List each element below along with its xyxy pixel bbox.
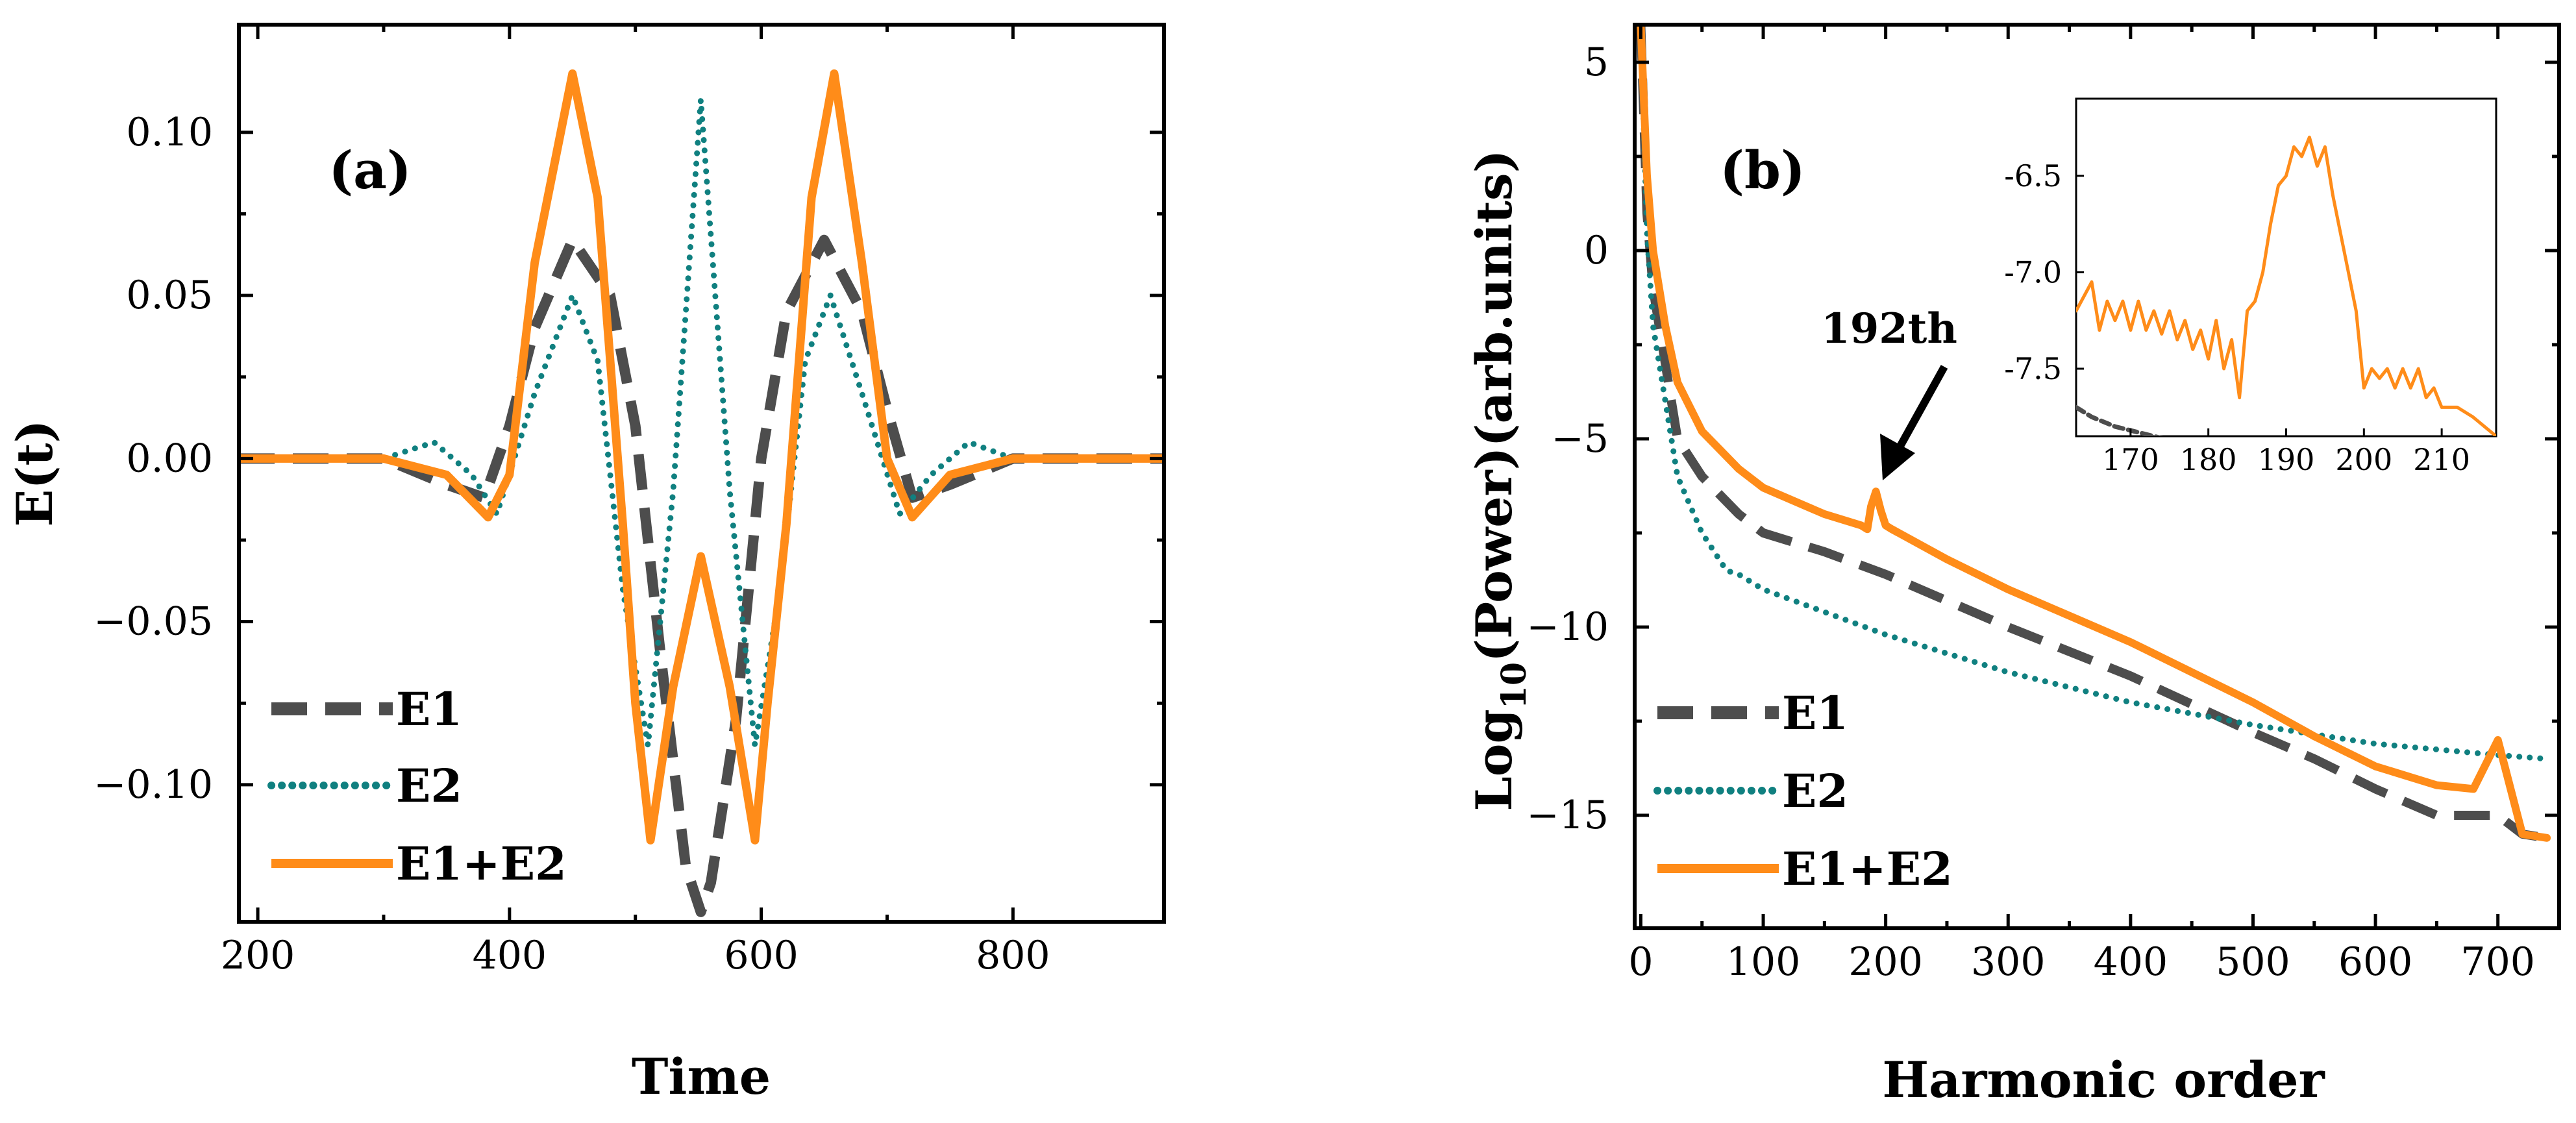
legend-label-e1e2: E1+E2 bbox=[396, 837, 567, 891]
panel-b-label: (b) bbox=[1720, 140, 1805, 201]
y-tick-label: −15 bbox=[1526, 793, 1609, 838]
panel-a-legend: E1 E2 E1+E2 bbox=[267, 682, 567, 891]
x-tick-label: 0 bbox=[1628, 939, 1653, 985]
inset-axes: 170 180 190 200 210 -6.5 -7.0 -7.5 bbox=[2004, 158, 2470, 477]
x-tick-label: 180 bbox=[2180, 442, 2237, 477]
series-line-e1pluse2 bbox=[239, 69, 1164, 845]
y-tick-label: -6.5 bbox=[2004, 158, 2062, 193]
panel-a-label: (a) bbox=[328, 140, 412, 201]
series-line-e1 bbox=[2076, 404, 2163, 436]
legend-label-e1: E1 bbox=[396, 682, 462, 736]
annotation-arrow-head bbox=[1880, 434, 1915, 480]
y-tick-label: −0.10 bbox=[93, 762, 213, 808]
x-tick-label: 500 bbox=[2216, 939, 2290, 985]
x-tick-label: 200 bbox=[1848, 939, 1923, 985]
legend-label-e1: E1 bbox=[1782, 686, 1848, 740]
panel-a-ylabel: E(t) bbox=[6, 420, 64, 527]
x-tick-label: 300 bbox=[1971, 939, 2046, 985]
y-tick-label: −0.05 bbox=[93, 599, 213, 645]
series-line-e1 bbox=[1636, 25, 2548, 843]
panel-a-frame bbox=[237, 23, 1166, 924]
x-tick-label: 210 bbox=[2413, 442, 2470, 477]
x-tick-label: 800 bbox=[976, 933, 1050, 978]
y-tick-label: 0.10 bbox=[126, 110, 213, 155]
panel-b-ylabel: Log10(Power)(arb.units) bbox=[1465, 149, 1534, 811]
panel-b-axes: 0 100 200 300 400 500 600 700 5 0 −5 −10 −15 bbox=[1526, 25, 2559, 985]
panel-a: 200 400 600 800 −0.10 −0.05 0.00 0.05 0.10 (a) T… bbox=[6, 23, 1166, 1105]
y-tick-label: 0.00 bbox=[126, 436, 213, 481]
annotation-192th: 192th bbox=[1821, 304, 1957, 353]
y-tick-label: 5 bbox=[1584, 40, 1609, 85]
panel-b-legend: E1 E2 E1+E2 bbox=[1653, 686, 1953, 896]
panel-a-series-group bbox=[239, 69, 1164, 917]
x-tick-label: 190 bbox=[2258, 442, 2315, 477]
legend-label-e2: E2 bbox=[1782, 764, 1848, 818]
x-tick-label: 700 bbox=[2460, 939, 2535, 985]
panel-b-ylabel-rest: (Power)(arb.units) bbox=[1465, 149, 1523, 662]
panel-b-inset: 170 180 190 200 210 -6.5 -7.0 -7.5 bbox=[2004, 97, 2497, 477]
panel-b-ylabel-main: Log bbox=[1465, 709, 1523, 811]
panel-a-xlabel: Time bbox=[632, 1048, 771, 1105]
series-line-e2 bbox=[239, 97, 1164, 749]
inset-series-group bbox=[2076, 135, 2496, 436]
legend-label-e2: E2 bbox=[396, 759, 462, 813]
x-tick-label: 200 bbox=[2335, 442, 2392, 477]
panel-a-axes: 200 400 600 800 −0.10 −0.05 0.00 0.05 0.10 bbox=[93, 25, 1164, 978]
y-tick-label: −5 bbox=[1552, 416, 1609, 462]
legend-label-e1e2: E1+E2 bbox=[1782, 842, 1953, 896]
panel-b-xlabel: Harmonic order bbox=[1882, 1051, 2325, 1109]
panel-b-frame bbox=[1633, 23, 2561, 930]
x-tick-label: 100 bbox=[1726, 939, 1801, 985]
y-tick-label: 0.05 bbox=[126, 273, 213, 318]
y-tick-label: -7.0 bbox=[2004, 254, 2062, 290]
x-tick-label: 600 bbox=[724, 933, 799, 978]
panel-b-ylabel-sub: 10 bbox=[1494, 662, 1534, 709]
x-tick-label: 400 bbox=[473, 933, 547, 978]
inset-frame bbox=[2075, 97, 2497, 438]
panel-b-series-group bbox=[1636, 25, 2551, 843]
series-line-e1pluse2 bbox=[2076, 135, 2496, 436]
y-tick-label: 0 bbox=[1584, 228, 1609, 273]
y-tick-label: −10 bbox=[1526, 604, 1609, 650]
y-tick-label: -7.5 bbox=[2004, 351, 2062, 386]
x-tick-label: 400 bbox=[2094, 939, 2168, 985]
series-line-e1pluse2 bbox=[1637, 25, 2551, 842]
panel-b: 0 100 200 300 400 500 600 700 5 0 −5 −10 −15 (b) Har… bbox=[1465, 23, 2561, 1109]
x-tick-label: 170 bbox=[2102, 442, 2159, 477]
x-tick-label: 600 bbox=[2338, 939, 2413, 985]
x-tick-label: 200 bbox=[221, 933, 295, 978]
annotation-arrow-shaft bbox=[1892, 365, 1948, 456]
series-line-e2 bbox=[1637, 25, 2550, 762]
